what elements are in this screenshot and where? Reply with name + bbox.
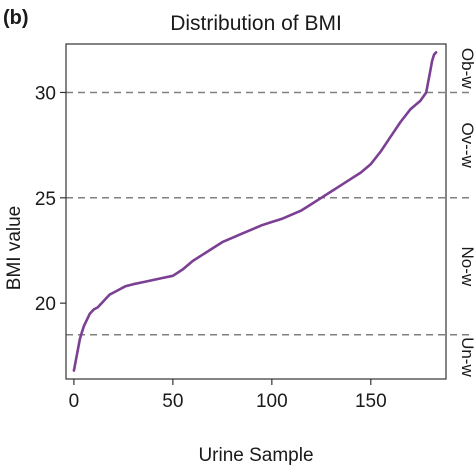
y-tick-label-20: 20 — [35, 294, 56, 315]
x-tick-label-150: 150 — [355, 391, 387, 412]
y-axis-label: BMI value — [4, 206, 25, 290]
y-tick-label-25: 25 — [35, 189, 56, 210]
plot-frame — [65, 43, 447, 380]
reference-lines — [66, 91, 474, 336]
y-ticks: 20 25 30 — [35, 83, 66, 315]
bmi-series-line-0 — [72, 51, 438, 372]
region-label-no-w: No-w — [458, 246, 474, 286]
x-ticks: 0 50 100 150 — [69, 379, 387, 412]
x-tick-label-50: 50 — [162, 391, 183, 412]
region-label-ov-w: Ov--w — [458, 122, 474, 168]
x-tick-label-100: 100 — [256, 391, 288, 412]
x-axis-label: Urine Sample — [198, 445, 313, 466]
region-label-ob-w: Ob-w — [458, 48, 474, 89]
y-tick-label-30: 30 — [35, 83, 56, 104]
panel-label: (b) — [3, 7, 29, 29]
region-label-un-w: Un-w — [458, 337, 474, 377]
chart-title: Distribution of BMI — [170, 12, 342, 35]
region-labels: Ob-w Ov--w No-w Un-w — [458, 48, 474, 378]
x-tick-label-0: 0 — [69, 391, 80, 412]
series-layer — [72, 51, 438, 372]
